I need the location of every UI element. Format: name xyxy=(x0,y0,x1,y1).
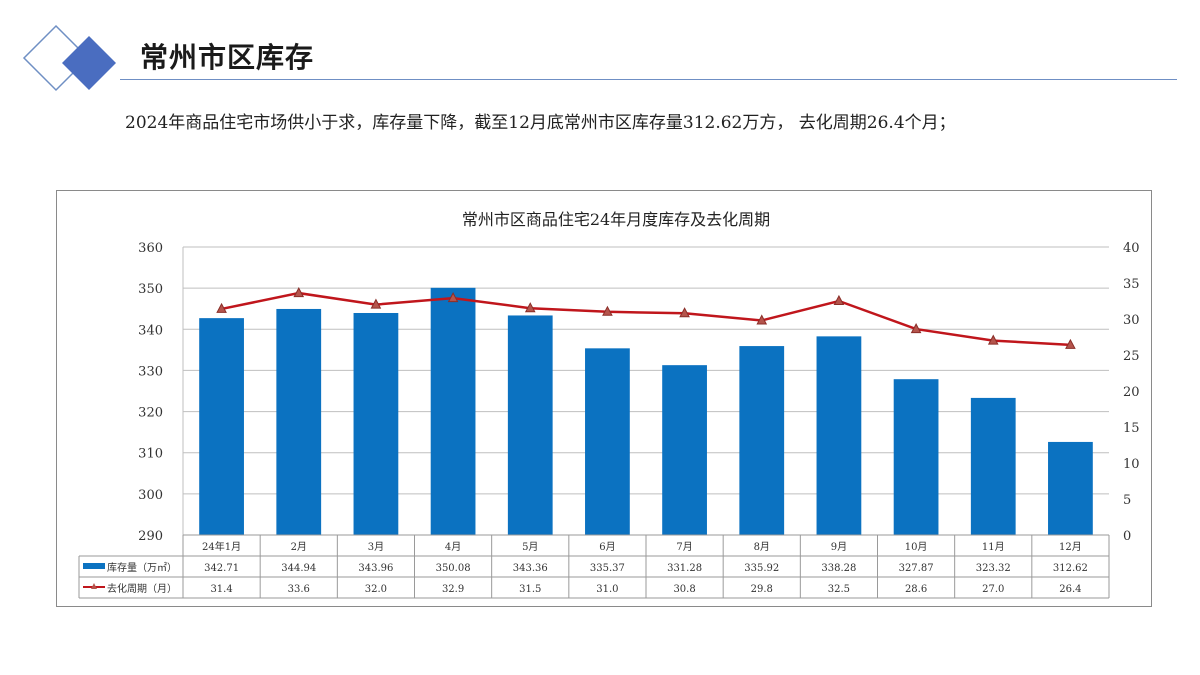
x-category-label: 5月 xyxy=(522,541,538,553)
line-marker-2月 xyxy=(293,287,305,298)
table-inventory-value: 335.37 xyxy=(590,563,625,574)
page-title: 常州市区库存 xyxy=(140,41,315,74)
x-category-label: 10月 xyxy=(905,541,928,553)
bar-5月 xyxy=(507,315,553,535)
table-inventory-value: 327.87 xyxy=(899,563,934,574)
table-cycle-value: 28.6 xyxy=(905,584,927,595)
legend-bar-label: 库存量（万㎡） xyxy=(107,561,177,574)
y-right-tick-label: 5 xyxy=(1123,493,1131,508)
line-marker-11月 xyxy=(987,334,999,345)
line-marker-10月 xyxy=(910,323,922,334)
legend-bar-swatch xyxy=(83,563,105,569)
line-marker-8月 xyxy=(756,314,768,325)
line-marker-7月 xyxy=(679,307,690,318)
x-category-label: 24年1月 xyxy=(202,540,241,553)
table-cycle-value: 32.5 xyxy=(828,584,850,595)
logo-diamonds xyxy=(22,24,116,92)
x-category-label: 8月 xyxy=(754,541,770,553)
table-inventory-value: 350.08 xyxy=(436,563,471,574)
table-cycle-value: 27.0 xyxy=(982,584,1004,595)
bar-8月 xyxy=(739,346,785,535)
bar-12月 xyxy=(1048,441,1093,535)
table-inventory-value: 342.71 xyxy=(204,563,239,574)
bar-11月 xyxy=(970,397,1016,535)
title-divider xyxy=(120,79,1177,80)
x-category-label: 12月 xyxy=(1059,541,1082,553)
y-left-tick-label: 340 xyxy=(138,323,163,338)
y-left-tick-label: 320 xyxy=(138,406,163,421)
table-inventory-value: 343.96 xyxy=(358,563,393,574)
line-marker-24年1月 xyxy=(216,302,227,313)
table-inventory-value: 323.32 xyxy=(976,563,1011,574)
table-inventory-value: 312.62 xyxy=(1053,563,1088,574)
table-inventory-value: 331.28 xyxy=(667,563,702,574)
x-category-label: 6月 xyxy=(599,541,615,553)
y-left-tick-label: 310 xyxy=(138,447,163,462)
table-cycle-value: 26.4 xyxy=(1059,584,1081,595)
x-category-label: 4月 xyxy=(445,541,461,553)
line-marker-12月 xyxy=(1065,338,1076,349)
legend-line-label: 去化周期（月） xyxy=(107,582,177,595)
line-marker-9月 xyxy=(833,294,845,305)
y-right-tick-label: 15 xyxy=(1123,421,1140,436)
table-cycle-value: 31.0 xyxy=(596,584,618,595)
table-cycle-value: 33.6 xyxy=(288,584,310,595)
x-category-label: 7月 xyxy=(676,541,692,553)
y-right-tick-label: 0 xyxy=(1123,529,1131,544)
line-clearance-cycle xyxy=(221,291,1071,347)
y-right-tick-label: 35 xyxy=(1123,277,1140,292)
table-inventory-value: 344.94 xyxy=(281,563,316,574)
y-right-tick-label: 10 xyxy=(1123,457,1140,472)
y-left-tick-label: 360 xyxy=(138,241,163,256)
table-cycle-value: 32.9 xyxy=(442,584,464,595)
x-category-label: 9月 xyxy=(831,541,847,553)
summary-text: 2024年商品住宅市场供小于求，库存量下降，截至12月底常州市区库存量312.6… xyxy=(125,113,956,133)
x-category-label: 3月 xyxy=(368,541,384,553)
table-inventory-value: 335.92 xyxy=(744,563,779,574)
y-left-tick-label: 350 xyxy=(138,282,163,297)
table-cycle-value: 31.4 xyxy=(210,584,232,595)
table-cycle-value: 29.8 xyxy=(751,584,773,595)
y-right-tick-label: 40 xyxy=(1123,241,1140,256)
bar-24年1月 xyxy=(199,318,244,535)
logo-filled-diamond xyxy=(62,36,116,90)
bar-10月 xyxy=(893,379,939,535)
bar-9月 xyxy=(816,336,862,535)
table-cycle-value: 31.5 xyxy=(519,584,541,595)
y-left-tick-label: 290 xyxy=(138,529,163,544)
x-category-label: 2月 xyxy=(291,541,307,553)
table-cycle-value: 30.8 xyxy=(673,584,695,595)
logo-outline-diamond xyxy=(22,24,90,92)
chart-title: 常州市区商品住宅24年月度库存及去化周期 xyxy=(462,210,770,229)
y-left-tick-label: 330 xyxy=(138,364,163,379)
table-inventory-value: 338.28 xyxy=(821,563,856,574)
bar-4月 xyxy=(430,287,476,535)
y-right-tick-label: 30 xyxy=(1123,313,1140,328)
x-category-label: 11月 xyxy=(982,541,1005,553)
table-inventory-value: 343.36 xyxy=(513,563,548,574)
bar-7月 xyxy=(662,365,707,535)
legend-line-marker xyxy=(91,583,97,589)
line-marker-5月 xyxy=(524,302,536,313)
inventory-chart: 常州市区商品住宅24年月度库存及去化周期29030031032033034035… xyxy=(78,210,1140,599)
y-right-tick-label: 25 xyxy=(1123,349,1140,364)
line-marker-6月 xyxy=(602,305,613,316)
bar-3月 xyxy=(353,312,399,535)
y-left-tick-label: 300 xyxy=(138,488,163,503)
table-cycle-value: 32.0 xyxy=(365,584,387,595)
y-right-tick-label: 20 xyxy=(1123,385,1140,400)
line-marker-3月 xyxy=(370,298,382,309)
bar-6月 xyxy=(585,348,630,535)
bar-2月 xyxy=(276,308,322,535)
line-marker-4月 xyxy=(447,292,459,303)
chart-container: 常州市区商品住宅24年月度库存及去化周期 290 300 310 320 330 340 35… xyxy=(56,190,1152,607)
